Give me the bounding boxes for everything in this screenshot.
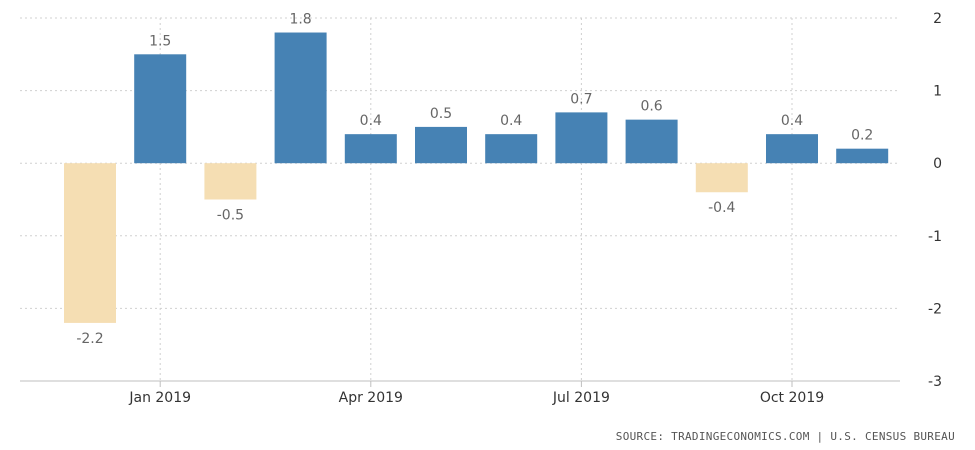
bar-may-2019	[415, 126, 467, 164]
bar-dec-2018	[64, 163, 116, 323]
x-tick-label: Oct 2019	[760, 390, 824, 406]
source-note: SOURCE: TRADINGECONOMICS.COM | U.S. CENS…	[615, 430, 955, 443]
data-label: -0.5	[217, 208, 244, 224]
x-tick-label: Apr 2019	[339, 390, 403, 406]
y-tick-label: 2	[933, 11, 942, 27]
data-label: 0.4	[781, 113, 803, 129]
data-label: 1.5	[149, 33, 171, 49]
bar-apr-2019	[344, 134, 397, 164]
bar-jan-2019	[134, 54, 187, 164]
x-tick-label: Jan 2019	[128, 390, 191, 406]
x-tick-label: Jul 2019	[552, 390, 610, 406]
data-label: -2.2	[76, 331, 103, 347]
y-tick-label: -1	[928, 229, 942, 245]
y-axis-ticks: 2 1 0 -1 -2 -3	[928, 11, 942, 390]
bar-jun-2019	[485, 134, 538, 164]
bar-nov-2019	[836, 148, 889, 164]
bar-mar-2019	[274, 32, 327, 164]
data-label: 0.4	[500, 113, 522, 129]
data-labels: -2.2 1.5 -0.5 1.8 0.4 0.5 0.4 0.7 0.6 -0.4 0.4 0.2	[76, 12, 873, 347]
bar-sep-2019	[695, 163, 748, 193]
data-label: 0.4	[360, 113, 382, 129]
data-label: 0.5	[430, 106, 452, 122]
y-tick-label: -2	[928, 301, 942, 317]
y-tick-label: 0	[933, 156, 942, 172]
data-label: -0.4	[708, 200, 735, 216]
y-tick-label: -3	[928, 374, 942, 390]
bar-oct-2019	[766, 134, 818, 164]
x-axis-ticks: Jan 2019 Apr 2019 Jul 2019 Oct 2019	[128, 390, 824, 406]
data-label: 0.7	[570, 91, 592, 107]
data-label: 1.8	[289, 12, 311, 28]
bar-aug-2019	[625, 119, 678, 164]
bar-feb-2019	[204, 163, 257, 200]
bar-jul-2019	[555, 112, 608, 164]
data-label: 0.2	[851, 128, 873, 144]
data-label: 0.6	[640, 99, 662, 115]
bars	[64, 32, 889, 323]
y-tick-label: 1	[933, 84, 942, 100]
